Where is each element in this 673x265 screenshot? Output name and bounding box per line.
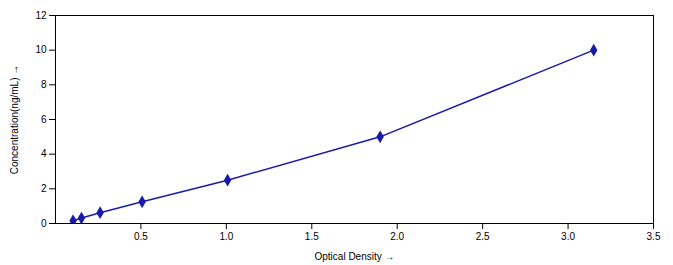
svg-text:3.0: 3.0 (561, 231, 575, 242)
svg-text:1.0: 1.0 (219, 231, 233, 242)
svg-text:6: 6 (41, 114, 47, 125)
svg-text:0: 0 (41, 218, 47, 229)
svg-text:Optical Density →: Optical Density → (314, 251, 394, 262)
svg-text:12: 12 (35, 10, 47, 21)
svg-text:0.5: 0.5 (134, 231, 148, 242)
svg-text:2: 2 (41, 183, 47, 194)
svg-text:3.5: 3.5 (647, 231, 661, 242)
svg-text:Concentration(ng/mL) →: Concentration(ng/mL) → (9, 65, 20, 175)
svg-text:2.0: 2.0 (390, 231, 404, 242)
svg-text:8: 8 (41, 79, 47, 90)
svg-text:10: 10 (35, 44, 47, 55)
svg-text:2.5: 2.5 (476, 231, 490, 242)
svg-text:4: 4 (41, 148, 47, 159)
svg-text:1.5: 1.5 (305, 231, 319, 242)
